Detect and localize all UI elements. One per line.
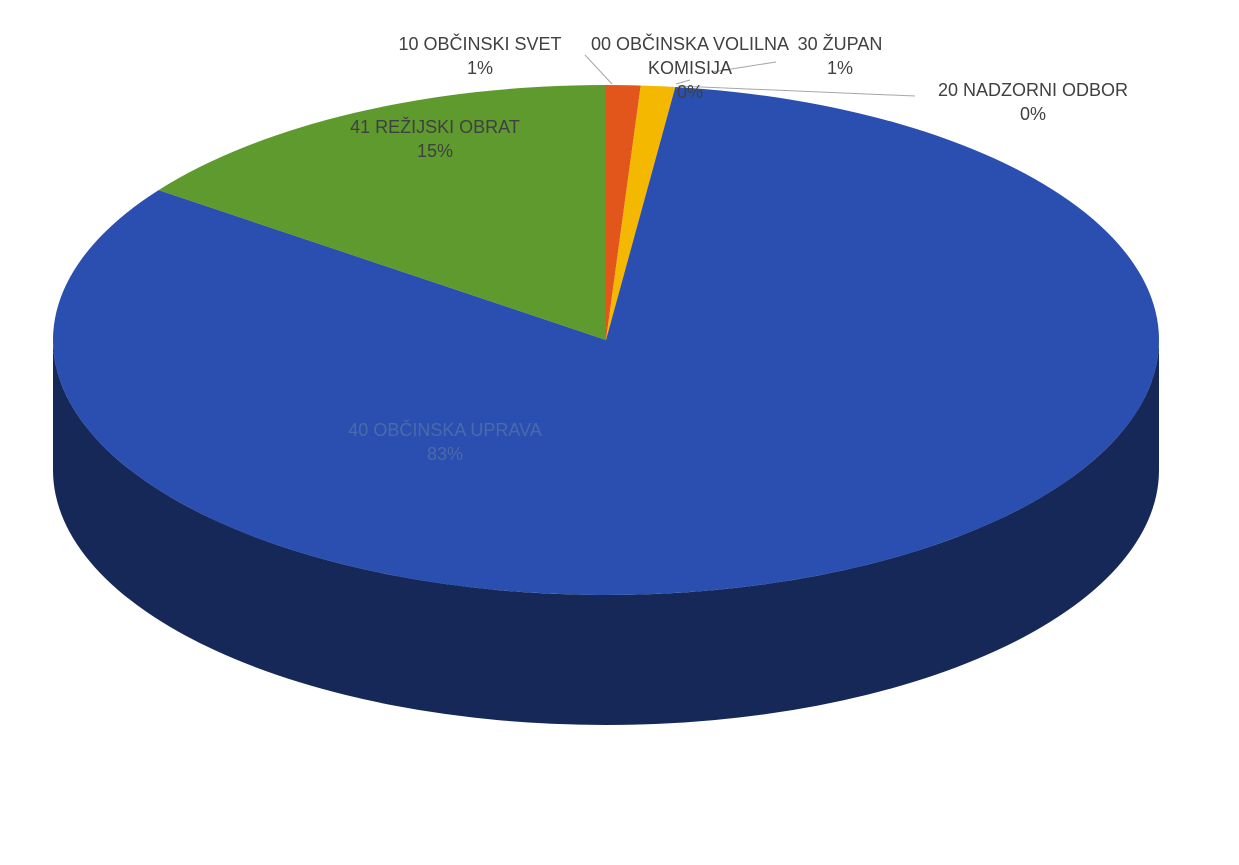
value-label: 15% [416, 141, 454, 161]
category-label: 00 OBČINSKA VOLILNA KOMISIJA [590, 34, 790, 78]
value-label: 0% [676, 82, 703, 102]
leader-line [584, 54, 613, 85]
data-label: 41 REŽIJSKI OBRAT 15% [325, 115, 545, 163]
category-label: 20 NADZORNI ODBOR [937, 80, 1129, 100]
pie-slice [606, 85, 676, 341]
data-label: 40 OBČINSKA UPRAVA 83% [315, 418, 575, 466]
data-label: 20 NADZORNI ODBOR 0% [903, 78, 1163, 126]
leader-line [675, 79, 691, 85]
category-label: 10 OBČINSKI SVET [398, 34, 562, 54]
data-label: 10 OBČINSKI SVET 1% [360, 32, 600, 80]
pie-slice [158, 85, 607, 340]
data-label: 00 OBČINSKA VOLILNA KOMISIJA 0% [590, 32, 790, 104]
category-label: 40 OBČINSKA UPRAVA [348, 420, 542, 440]
pie-slice [606, 85, 641, 340]
value-label: 83% [426, 444, 464, 464]
leader-line [677, 85, 916, 97]
value-label: 1% [466, 58, 493, 78]
leader-line [711, 61, 777, 73]
data-label: 30 ŽUPAN 1% [760, 32, 920, 80]
value-label: 0% [1019, 104, 1046, 124]
category-label: 41 REŽIJSKI OBRAT [350, 117, 520, 137]
slice-side [53, 340, 1159, 725]
category-label: 30 ŽUPAN [797, 34, 883, 54]
value-label: 1% [826, 58, 853, 78]
pie-slice [52, 87, 1159, 595]
